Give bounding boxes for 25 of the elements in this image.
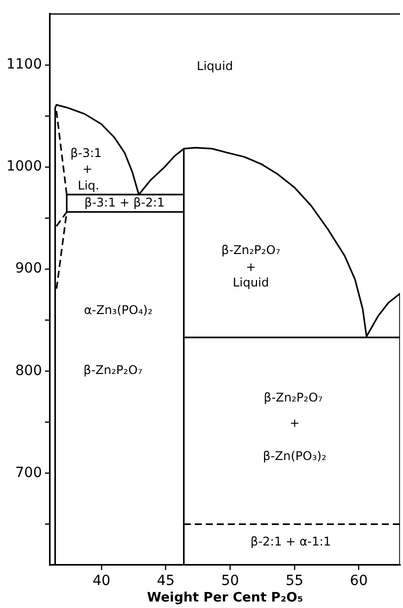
x-tick-label: 45 <box>156 573 175 590</box>
y-tick-label: 800 <box>15 362 42 379</box>
annotation: β-3:1 + β-2:1 <box>84 196 165 210</box>
x-tick-label: 40 <box>92 573 110 590</box>
y-tick-label: 700 <box>15 464 42 481</box>
annotation: + <box>82 162 92 176</box>
annotation: Liq. <box>78 178 100 193</box>
annotation: + <box>290 416 300 430</box>
annotation: β-Zn₂P₂O₇ <box>221 243 281 258</box>
y-tick-label: 1100 <box>6 56 42 73</box>
annotation: Liquid <box>232 276 269 290</box>
annotation: β-Zn₂P₂O₇ <box>84 363 143 378</box>
annotation: α-Zn₃(PO₄)₂ <box>84 303 153 318</box>
annotation: β-Zn(PO₃)₂ <box>262 449 327 464</box>
annotation: β-Zn₂P₂O₇ <box>264 390 323 405</box>
y-tick-label: 900 <box>15 260 42 277</box>
annotation: Liquid <box>196 59 233 74</box>
x-tick-label: 55 <box>286 573 304 590</box>
x-tick-label: 50 <box>221 573 240 590</box>
annotation: β-2:1 + α-1:1 <box>250 534 332 549</box>
annotation: β-3:1 <box>70 146 102 160</box>
annotation: + <box>246 260 256 274</box>
y-tick-label: 1000 <box>6 158 42 175</box>
x-tick-label: 60 <box>350 573 368 590</box>
x-axis-title: Weight Per Cent P₂O₅ <box>146 590 304 606</box>
